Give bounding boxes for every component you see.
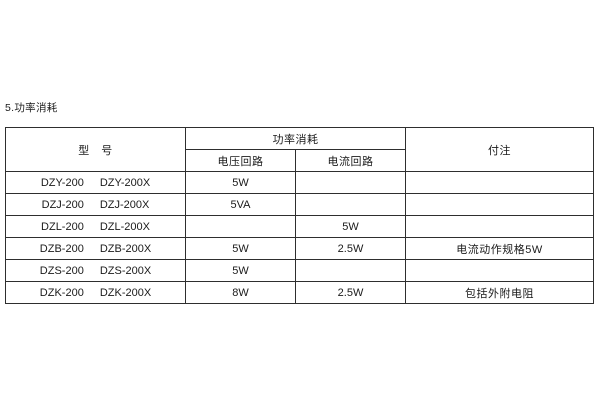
col-header-model: 型 号	[5, 127, 186, 172]
table-row: DZS-200 DZS-200X 5W	[5, 259, 594, 282]
current-cell	[295, 193, 406, 216]
current-cell: 2.5W	[295, 237, 406, 260]
current-cell	[295, 259, 406, 282]
note-cell	[405, 193, 594, 216]
model-cell: DZJ-200 DZJ-200X	[5, 193, 186, 216]
voltage-cell: 5W	[185, 237, 296, 260]
header-row-1: 型 号 功率消耗 付注	[5, 127, 594, 172]
model-name-x: DZB-200X	[99, 242, 152, 255]
col-header-note: 付注	[405, 127, 594, 172]
voltage-cell: 5W	[185, 259, 296, 282]
model-cell: DZL-200 DZL-200X	[5, 215, 186, 238]
model-name-x: DZY-200X	[99, 176, 151, 189]
col-header-voltage-circuit: 电压回路	[185, 149, 296, 172]
model-name: DZS-200	[39, 264, 84, 277]
voltage-cell	[185, 215, 296, 238]
model-cell: DZB-200 DZB-200X	[5, 237, 186, 260]
power-consumption-table: 型 号 功率消耗 付注 电压回路 电流回路 DZY-200 DZY-200X 5…	[5, 127, 594, 304]
table-row: DZB-200 DZB-200X 5W 2.5W 电流动作规格5W	[5, 237, 594, 260]
model-name: DZJ-200	[41, 198, 84, 211]
table-row: DZJ-200 DZJ-200X 5VA	[5, 193, 594, 216]
model-name: DZL-200	[41, 220, 84, 233]
note-cell	[405, 259, 594, 282]
model-cell: DZS-200 DZS-200X	[5, 259, 186, 282]
col-header-power-group: 功率消耗	[185, 127, 406, 150]
table-row: DZL-200 DZL-200X 5W	[5, 215, 594, 238]
current-cell: 5W	[295, 215, 406, 238]
note-cell	[405, 215, 594, 238]
model-name-x: DZJ-200X	[99, 198, 150, 211]
note-cell: 包括外附电阻	[405, 281, 594, 304]
model-name: DZB-200	[39, 242, 84, 255]
model-name: DZK-200	[39, 286, 84, 299]
model-cell: DZY-200 DZY-200X	[5, 171, 186, 194]
voltage-cell: 5W	[185, 171, 296, 194]
current-cell	[295, 171, 406, 194]
voltage-cell: 8W	[185, 281, 296, 304]
note-cell	[405, 171, 594, 194]
table-row: DZK-200 DZK-200X 8W 2.5W 包括外附电阻	[5, 281, 594, 304]
model-name-x: DZL-200X	[99, 220, 150, 233]
section-title: 5.功率消耗	[5, 102, 58, 114]
current-cell: 2.5W	[295, 281, 406, 304]
model-name: DZY-200	[40, 176, 84, 189]
voltage-cell: 5VA	[185, 193, 296, 216]
model-name-x: DZK-200X	[99, 286, 152, 299]
model-cell: DZK-200 DZK-200X	[5, 281, 186, 304]
col-header-current-circuit: 电流回路	[295, 149, 406, 172]
note-cell: 电流动作规格5W	[405, 237, 594, 260]
table-row: DZY-200 DZY-200X 5W	[5, 171, 594, 194]
model-name-x: DZS-200X	[99, 264, 152, 277]
